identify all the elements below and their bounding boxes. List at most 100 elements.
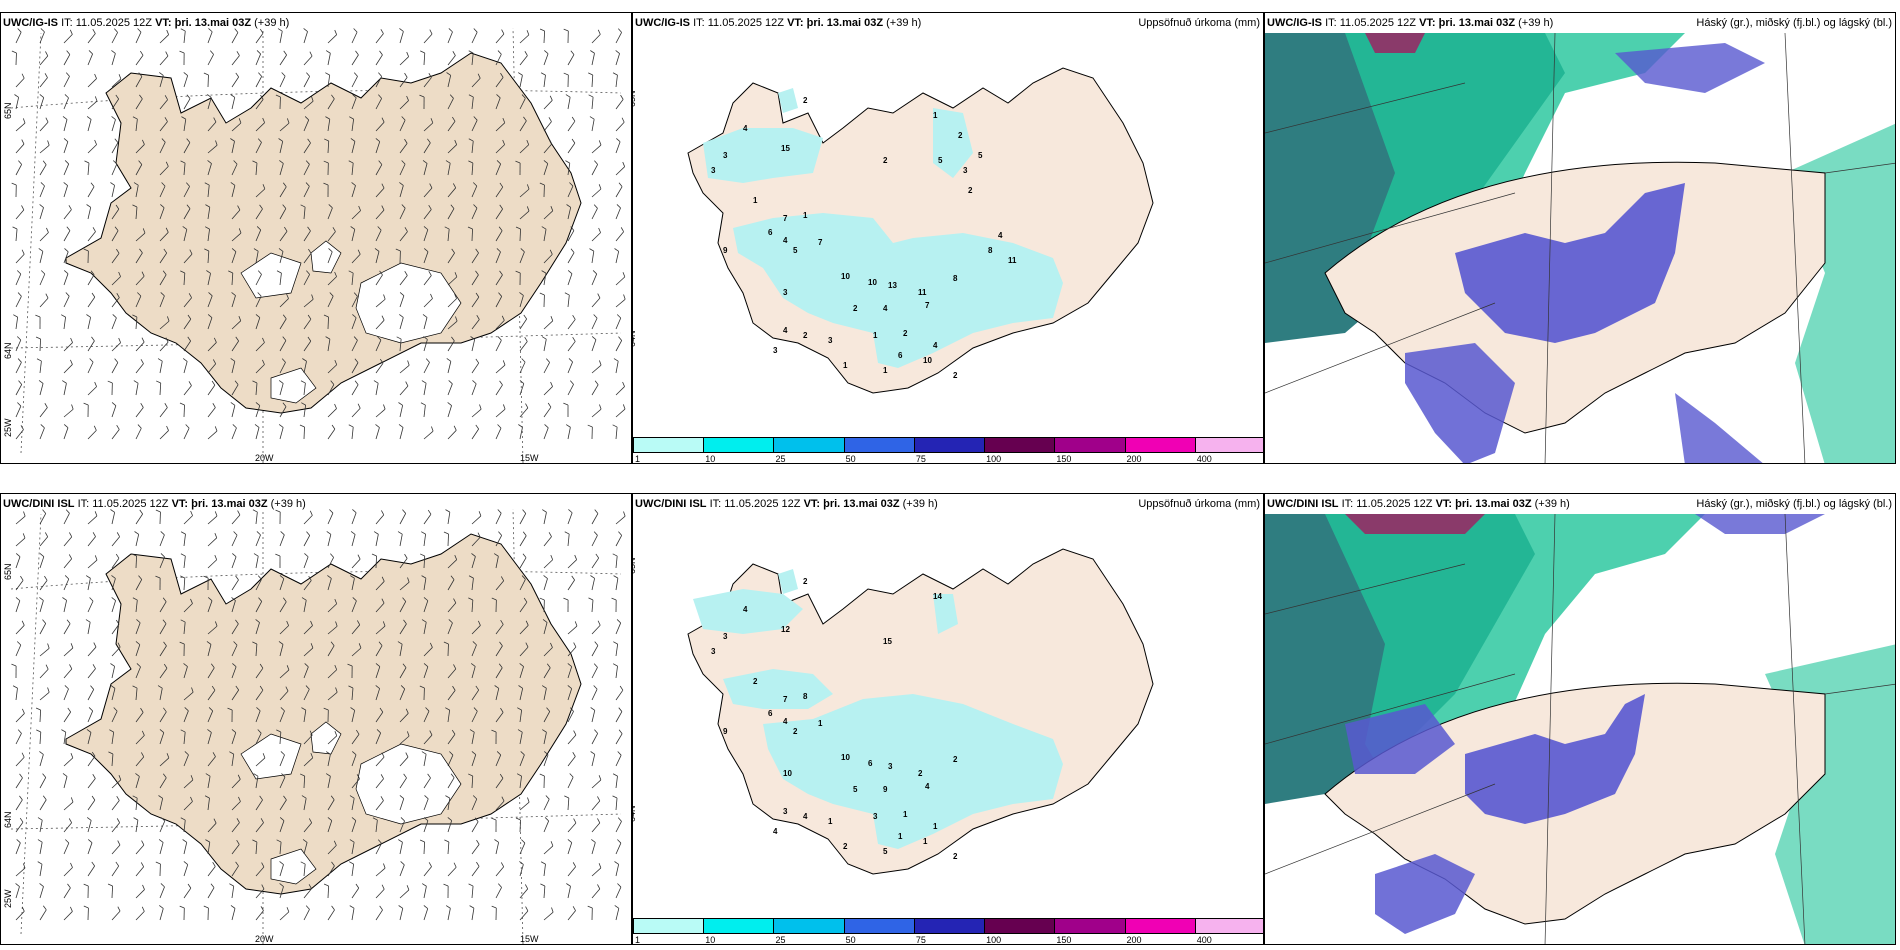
wind-barb-flag <box>281 358 286 363</box>
wind-barb-flag <box>163 663 168 669</box>
wind-barb-flag <box>474 817 479 822</box>
wind-barb-flag <box>235 685 240 691</box>
wind-barb <box>207 207 211 220</box>
wind-barb <box>447 298 457 308</box>
wind-barb-flag <box>67 707 71 713</box>
wind-barb <box>543 820 550 833</box>
wind-barb-flag <box>62 773 68 777</box>
precip-value-label: 6 <box>898 351 903 360</box>
wind-barb-flag <box>429 29 433 35</box>
wind-barb <box>15 384 23 396</box>
wind-barb-flag <box>37 817 43 821</box>
wind-barb <box>111 779 122 789</box>
wind-barb <box>519 55 528 66</box>
wind-barb <box>543 536 552 547</box>
wind-barb-flag <box>499 204 503 210</box>
wind-barb-flag <box>395 248 401 252</box>
wind-barb-flag <box>446 358 452 362</box>
wind-barb <box>303 207 306 220</box>
wind-barb <box>135 275 145 286</box>
wind-barb-flag <box>589 116 595 120</box>
wind-barb <box>111 578 116 591</box>
wind-barb <box>231 514 241 525</box>
precip-value-label: 9 <box>723 727 728 736</box>
wind-barb-flag <box>333 840 337 846</box>
wind-barb-flag <box>428 204 432 210</box>
wind-barb-flag <box>569 773 574 778</box>
wind-barb-flag <box>279 575 285 579</box>
wind-barb-flag <box>547 402 552 408</box>
wind-barb <box>231 623 239 635</box>
wind-barb <box>567 534 570 547</box>
wind-barb <box>231 163 238 176</box>
wind-barb <box>471 775 474 789</box>
wind-barb-flag <box>451 729 456 735</box>
wind-barb <box>231 822 240 833</box>
wind-barb-flag <box>21 906 25 912</box>
wind-barb <box>303 909 310 921</box>
wind-barb-flag <box>501 29 505 35</box>
precip-value-label: 13 <box>888 281 897 290</box>
wind-barb-flag <box>301 707 306 711</box>
wind-barb-flag <box>348 424 354 428</box>
wind-barb-flag <box>252 839 258 843</box>
wind-barb <box>423 275 432 286</box>
wind-barb <box>399 534 403 547</box>
wind-barb-flag <box>158 839 164 843</box>
wind-barb-flag <box>282 336 287 341</box>
wind-barb <box>471 625 481 635</box>
wind-barb-flag <box>37 839 43 843</box>
wind-barb <box>183 820 186 833</box>
wind-barb <box>351 512 357 525</box>
wind-barb <box>159 908 164 921</box>
wind-barb <box>519 361 526 374</box>
wind-barb <box>399 317 404 330</box>
wind-barb <box>327 865 335 877</box>
wind-barb-flag <box>544 424 549 429</box>
wind-barb <box>303 625 313 635</box>
wind-barb-flag <box>116 248 120 254</box>
wind-barb <box>495 688 500 701</box>
wind-barb-flag <box>257 138 262 143</box>
wind-barb-flag <box>39 204 44 208</box>
wind-barb-flag <box>308 248 312 254</box>
wind-barb <box>447 229 450 242</box>
wind-barb-flag <box>299 773 305 777</box>
wind-barb <box>231 76 239 88</box>
wind-barb <box>159 320 170 330</box>
wind-barb <box>447 668 457 679</box>
precip-value-label: 1 <box>803 211 808 220</box>
colorbar-tick: 25 <box>775 935 786 945</box>
colorbar-swatch <box>773 437 845 453</box>
wind-barb <box>207 229 210 242</box>
wind-barb <box>255 910 264 921</box>
panel-header: UWC/IG-IS IT: 11.05.2025 12Z VT: þri. 13… <box>1267 17 1554 29</box>
wind-barb-flag <box>213 117 217 123</box>
wind-barb <box>303 757 314 767</box>
wind-barb-flag <box>159 905 164 909</box>
wind-barb <box>591 164 598 176</box>
wind-barb-flag <box>496 160 501 165</box>
wind-barb-flag <box>262 753 266 759</box>
wind-barb-flag <box>136 619 141 624</box>
wind-barb-flag <box>499 380 503 386</box>
wind-barb-flag <box>329 509 334 514</box>
wind-barb <box>327 534 332 547</box>
wind-barb <box>231 908 236 921</box>
wind-barb <box>543 667 551 679</box>
wind-barb-flag <box>203 72 209 76</box>
wind-barb <box>399 185 404 198</box>
wind-barb-flag <box>255 619 260 623</box>
wind-barb-flag <box>542 729 547 733</box>
wind-barb-flag <box>206 641 212 645</box>
wind-barb-flag <box>83 883 89 887</box>
wind-barb <box>39 709 42 723</box>
wind-barb <box>15 122 26 132</box>
wind-barb-flag <box>70 359 73 365</box>
wind-barb-flag <box>227 707 233 711</box>
wind-barb <box>567 295 570 308</box>
wind-barb <box>615 53 620 66</box>
wind-barb-flag <box>405 381 409 387</box>
wind-barb <box>567 756 576 767</box>
wind-barb-flag <box>155 861 161 865</box>
